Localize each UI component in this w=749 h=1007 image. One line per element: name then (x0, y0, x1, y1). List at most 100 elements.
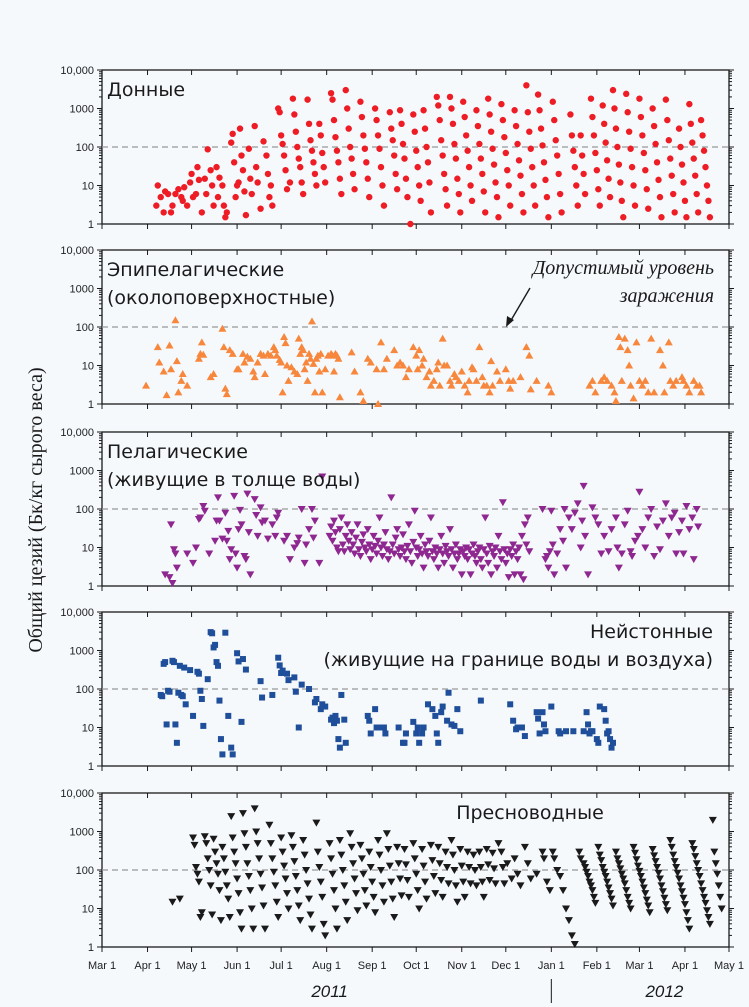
data-point (475, 343, 484, 351)
data-point (208, 911, 217, 919)
data-point (475, 544, 484, 552)
data-point (244, 529, 253, 537)
data-point (681, 197, 689, 205)
data-point (493, 193, 501, 201)
data-point (190, 841, 199, 849)
data-point (162, 391, 171, 399)
data-point (595, 851, 604, 859)
data-point (459, 878, 468, 886)
data-point (487, 357, 496, 365)
data-point (275, 654, 282, 661)
data-point (479, 170, 486, 178)
data-point (544, 381, 553, 389)
data-point (641, 544, 650, 552)
data-point (542, 878, 551, 886)
data-point (485, 876, 494, 884)
data-point (209, 370, 218, 378)
data-point (264, 170, 272, 178)
data-point (495, 548, 504, 556)
data-point (271, 882, 280, 890)
data-point (529, 163, 536, 171)
data-point (297, 163, 304, 171)
data-point (366, 358, 375, 366)
data-point (230, 492, 239, 500)
data-point (545, 214, 552, 221)
data-point (253, 840, 262, 848)
data-point (700, 147, 708, 154)
data-point (461, 113, 468, 121)
data-point (504, 574, 513, 582)
data-point (652, 140, 659, 148)
data-point (438, 709, 445, 716)
data-point (258, 884, 267, 892)
data-point (545, 887, 554, 895)
data-point (209, 630, 216, 637)
data-point (632, 856, 641, 864)
data-point (272, 351, 281, 359)
data-point (218, 843, 227, 851)
data-point (327, 89, 335, 97)
data-point (585, 878, 594, 886)
data-point (253, 358, 262, 366)
data-point (675, 875, 684, 883)
data-point (447, 546, 456, 554)
data-point (477, 155, 485, 162)
data-point (608, 744, 615, 751)
data-point (378, 553, 387, 561)
data-point (175, 186, 182, 193)
data-point (614, 143, 621, 151)
data-point (194, 354, 203, 362)
data-point (317, 132, 324, 139)
y-tick-label: 10 (82, 361, 94, 373)
data-point (280, 332, 289, 340)
data-point (600, 373, 609, 381)
data-point (588, 504, 597, 512)
data-point (542, 728, 549, 735)
data-point (711, 860, 720, 868)
data-point (159, 693, 166, 700)
data-point (414, 163, 421, 171)
data-point (473, 107, 480, 114)
data-point (637, 113, 645, 121)
data-point (338, 691, 345, 698)
data-point (649, 105, 656, 112)
data-point (693, 190, 700, 198)
series-points (153, 82, 714, 228)
data-point (543, 193, 551, 201)
data-point (666, 376, 675, 384)
data-point (401, 155, 408, 162)
data-point (384, 556, 393, 564)
data-point (428, 548, 437, 556)
data-point (289, 95, 297, 102)
data-point (212, 860, 221, 868)
data-point (385, 548, 394, 556)
data-point (555, 170, 562, 178)
data-point (547, 507, 556, 515)
data-point (404, 193, 411, 201)
data-point (703, 182, 711, 189)
data-point (349, 541, 358, 549)
data-point (379, 182, 386, 189)
data-point (692, 860, 701, 868)
data-point (393, 843, 402, 851)
data-point (497, 848, 506, 856)
data-point (202, 840, 211, 848)
panel-title: Эпипелагические (107, 259, 284, 281)
data-point (266, 193, 273, 201)
data-point (436, 116, 443, 124)
data-point (457, 367, 466, 375)
data-point (532, 376, 541, 384)
data-point (485, 388, 494, 396)
y-tick-label: 10,000 (60, 788, 94, 800)
data-point (409, 343, 418, 351)
data-point (424, 701, 431, 708)
data-point (435, 739, 442, 746)
data-point (465, 163, 473, 171)
data-point (401, 861, 410, 869)
data-point (194, 163, 201, 171)
data-point (579, 860, 588, 868)
data-point (611, 105, 618, 112)
y-tick-label: 100 (76, 684, 94, 696)
data-point (617, 870, 626, 878)
data-point (514, 140, 521, 148)
